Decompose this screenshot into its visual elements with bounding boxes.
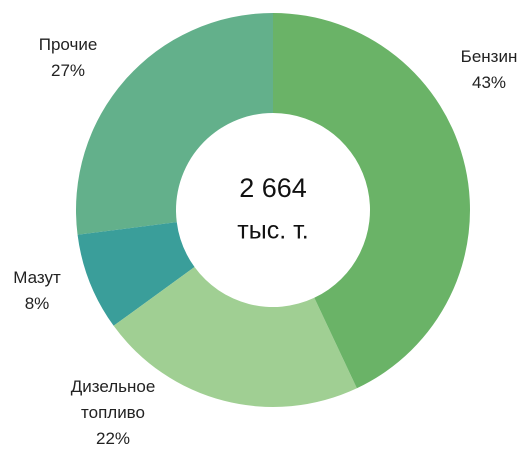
center-unit: тыс. т.	[237, 217, 308, 245]
donut-slice	[113, 267, 357, 407]
slice-label: Мазут 8%	[0, 265, 92, 317]
donut-slice	[77, 222, 195, 326]
category-label: Бензин	[460, 47, 518, 66]
center-value: 2 664	[239, 173, 307, 203]
value-label: 22%	[95, 429, 131, 448]
category-label: Дизельное топливо	[70, 377, 156, 422]
slice-label: Бензин 43%	[434, 44, 521, 96]
category-label: Мазут	[13, 268, 61, 287]
value-label: 8%	[24, 294, 50, 313]
value-label: 27%	[50, 61, 86, 80]
slice-label: Дизельное топливо 22%	[63, 374, 163, 450]
donut-slice	[76, 13, 273, 235]
slice-label: Прочие 27%	[13, 32, 123, 84]
value-label: 43%	[471, 73, 507, 92]
category-label: Прочие	[38, 35, 98, 54]
donut-slice	[273, 13, 470, 389]
